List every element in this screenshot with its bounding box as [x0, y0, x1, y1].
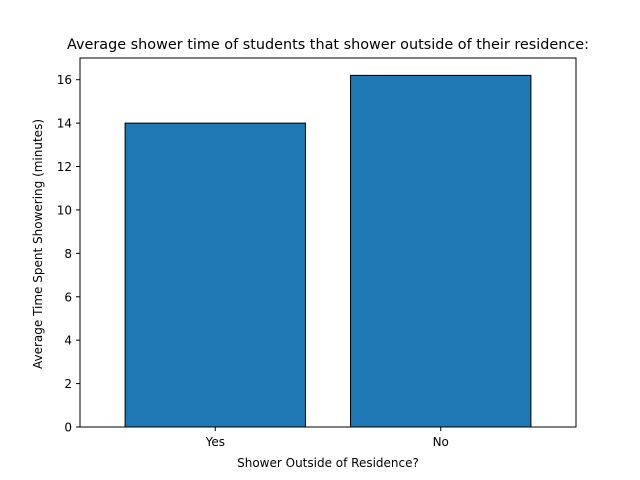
y-tick-label: 0: [64, 421, 72, 435]
y-tick-label: 16: [57, 73, 72, 87]
y-tick-label: 12: [57, 160, 72, 174]
y-tick-label: 2: [64, 377, 72, 391]
y-tick-label: 14: [57, 117, 72, 131]
y-tick-label: 6: [64, 290, 72, 304]
x-tick-label: No: [433, 435, 449, 449]
bar-no: [350, 74, 532, 428]
bar-yes: [124, 122, 306, 428]
y-tick-label: 8: [64, 247, 72, 261]
x-axis-label: Shower Outside of Residence?: [237, 456, 419, 470]
y-tick-label: 10: [57, 203, 72, 217]
y-axis: 0 2 4 6 8 10 12 14 16: [57, 73, 80, 435]
x-tick-label: Yes: [205, 435, 225, 449]
bars-layer: [124, 74, 532, 428]
y-tick-label: 4: [64, 334, 72, 348]
y-axis-label: Average Time Spent Showering (minutes): [31, 119, 45, 369]
x-axis: Yes No: [205, 427, 449, 449]
chart-title: Average shower time of students that sho…: [67, 37, 589, 53]
plot-area-frame: [79, 57, 577, 428]
